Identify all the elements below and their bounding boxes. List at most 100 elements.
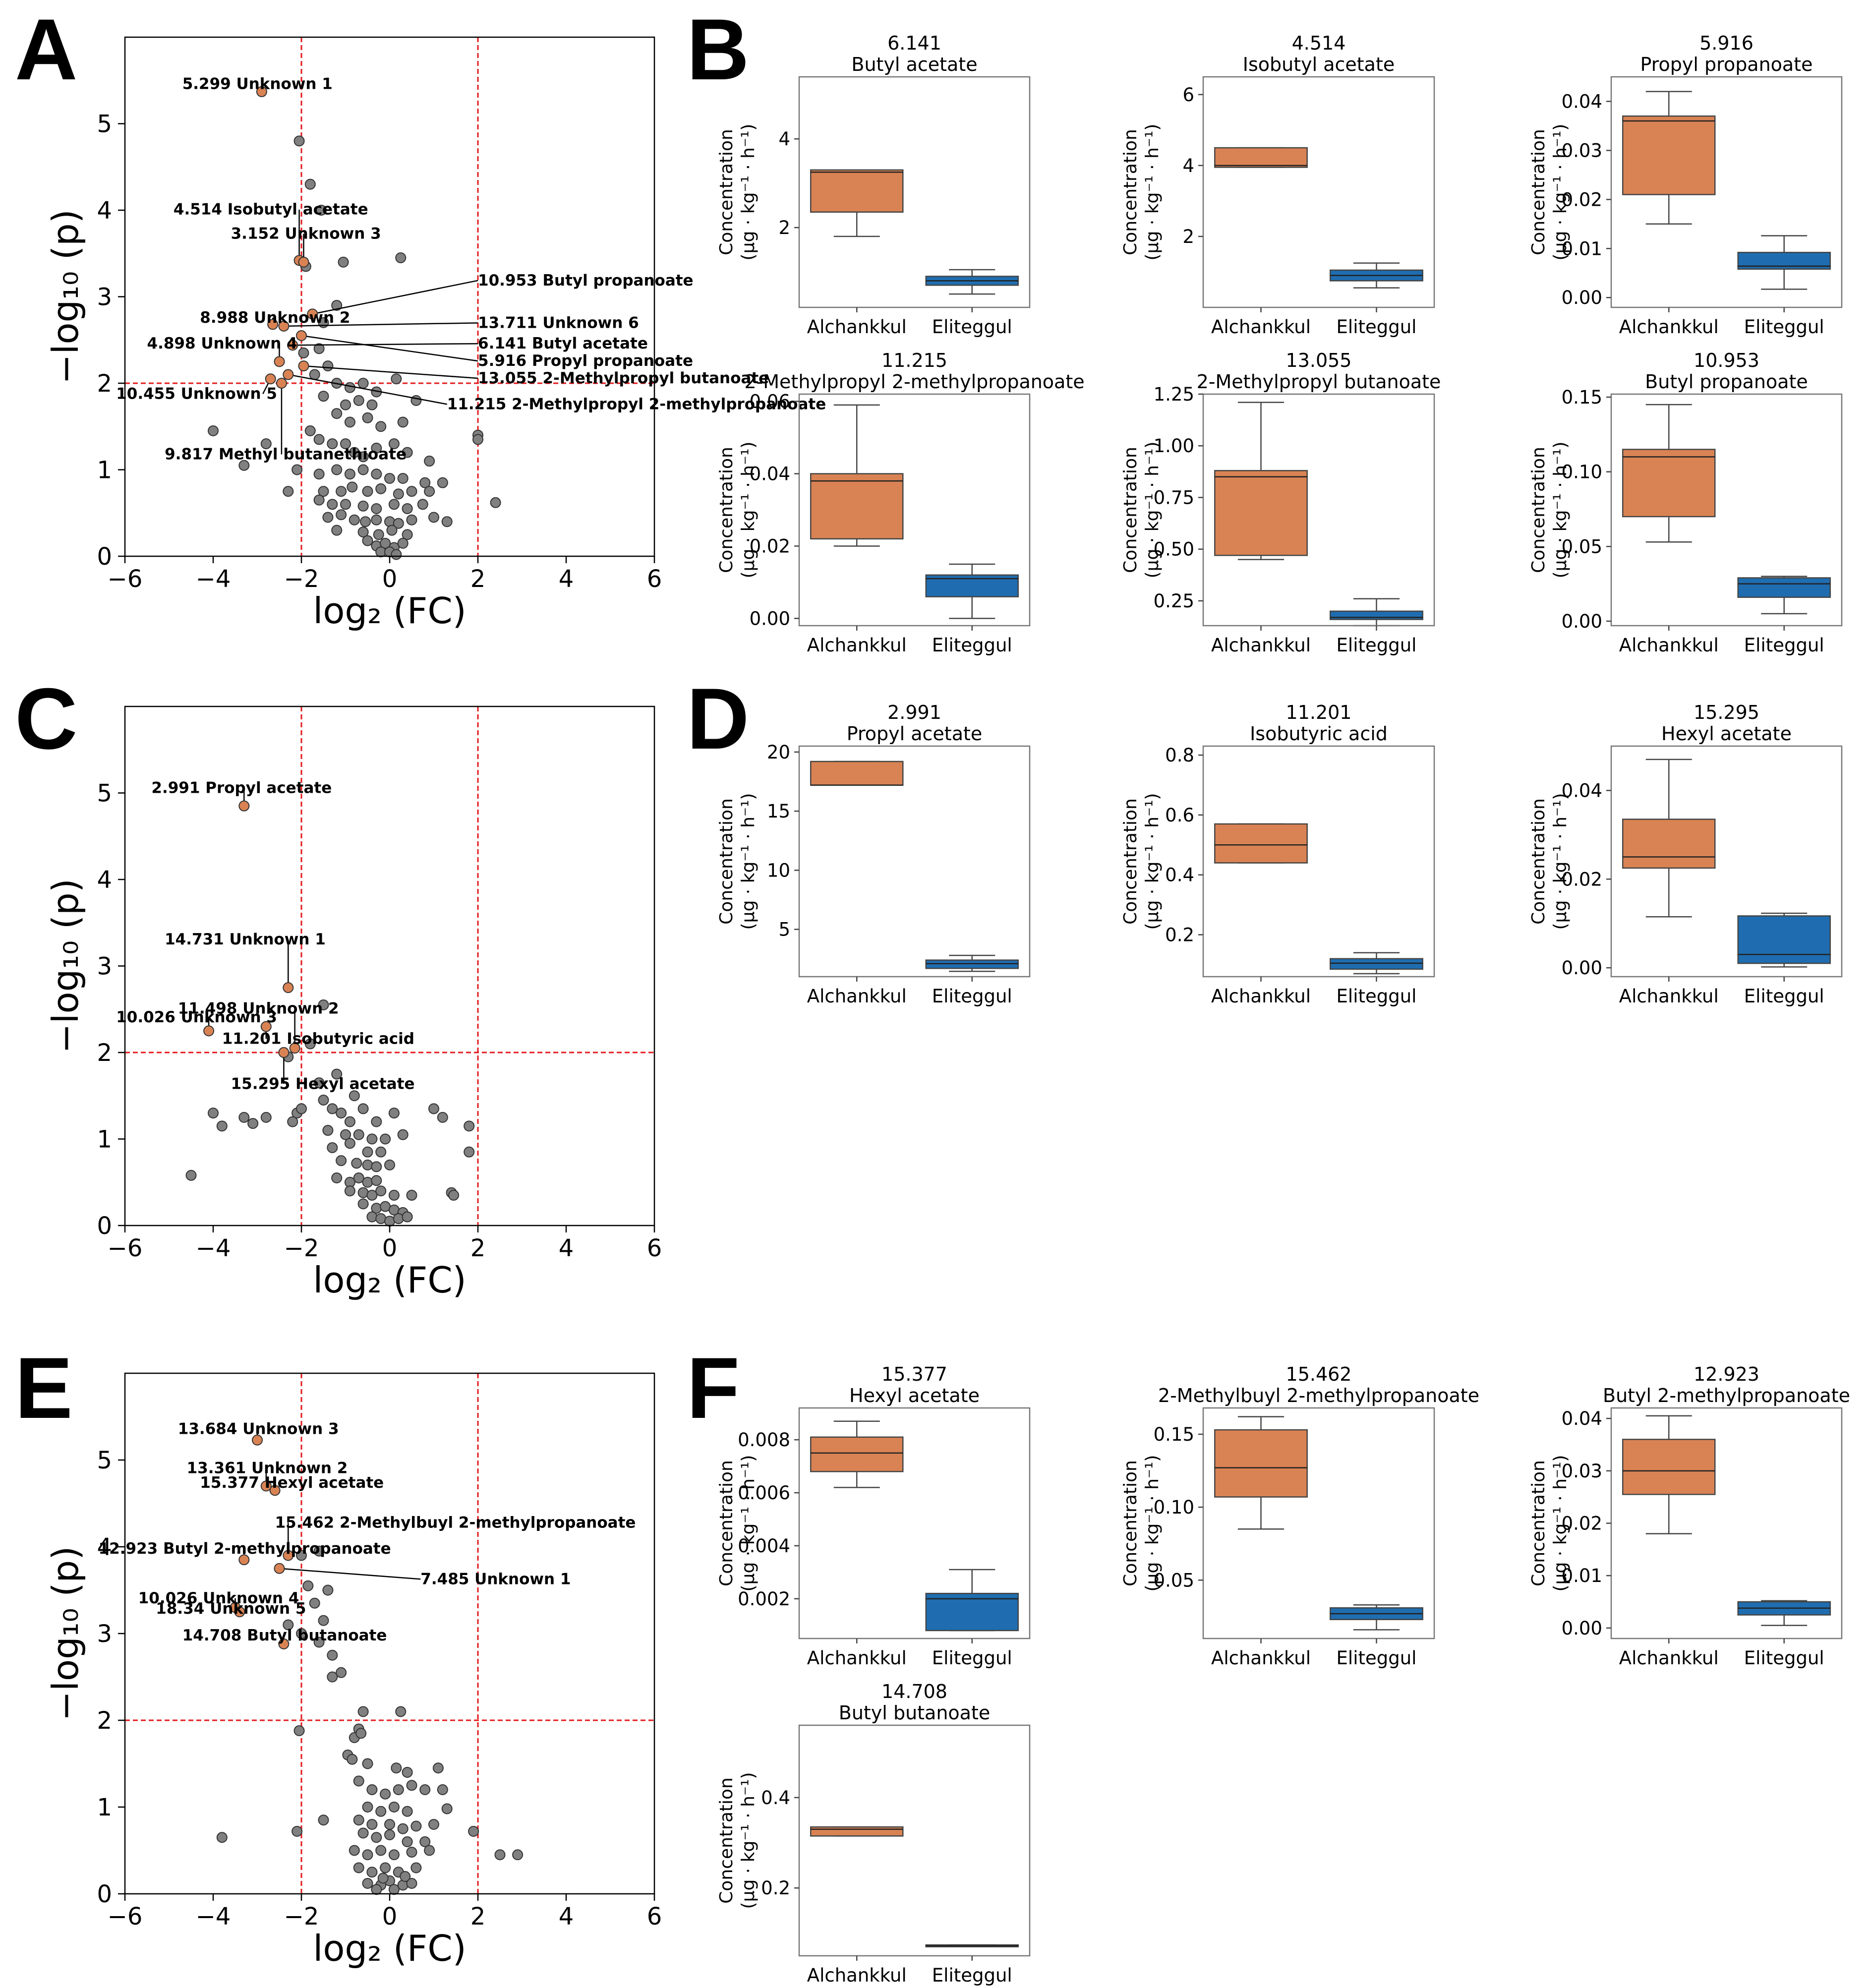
data-point: [437, 1111, 448, 1123]
data-point: [357, 1198, 369, 1210]
box-eliteggul: [1330, 958, 1423, 970]
x-tick-label: −2: [284, 565, 319, 593]
data-point: [340, 399, 351, 410]
subplot-title: Butyl 2-methylpropanoate: [1603, 1385, 1850, 1406]
data-point: [247, 1118, 259, 1129]
y-tick-label: 4: [97, 866, 112, 894]
box-alchankkul: [1214, 147, 1308, 168]
subplot-retention-time: 11.201: [1286, 702, 1352, 723]
data-point: [296, 1550, 307, 1561]
data-point: [402, 1806, 413, 1817]
point-annotation: 15.295 Hexyl acetate: [231, 1075, 415, 1093]
y-tick-label: 4: [778, 128, 790, 150]
point-annotation: 11.201 Isobutyric acid: [222, 1030, 414, 1048]
data-point: [322, 1125, 334, 1136]
data-point: [208, 1108, 219, 1119]
x-tick-label: 6: [647, 1234, 662, 1262]
data-point: [185, 1169, 197, 1181]
highlighted-point: [260, 1480, 272, 1492]
y-tick-label: 0.75: [1154, 487, 1194, 508]
y-tick-label: 0.00: [1562, 957, 1602, 979]
data-point: [437, 1784, 448, 1795]
data-point: [344, 1116, 355, 1127]
data-point: [313, 1545, 325, 1557]
y-tick-label: 0.25: [1154, 590, 1194, 612]
point-annotation: 13.684 Unknown 3: [178, 1420, 339, 1438]
highlighted-point: [296, 330, 307, 342]
point-annotation: 13.361 Unknown 2: [187, 1459, 348, 1477]
annotation-leader-line: [301, 335, 478, 362]
data-point: [393, 488, 404, 500]
box-eliteggul: [1737, 915, 1831, 964]
data-point: [386, 525, 398, 536]
data-point: [313, 434, 325, 445]
data-point: [304, 425, 316, 436]
data-point: [298, 347, 309, 358]
point-annotation: 6.141 Butyl acetate: [478, 335, 648, 352]
y-axis-label-line-1: Concentration: [716, 1460, 737, 1586]
data-point: [375, 421, 387, 432]
data-point: [419, 1836, 431, 1847]
annotation-leader-line: [279, 1568, 421, 1580]
y-tick-label: 0.8: [1165, 745, 1194, 766]
data-point: [380, 1788, 391, 1800]
subplot-title: Isobutyric acid: [1250, 723, 1388, 745]
data-point: [377, 1872, 389, 1884]
subplot-retention-time: 6.141: [887, 32, 941, 54]
data-point: [347, 1754, 358, 1765]
y-axis-label: Concentration (μg · kg⁻¹ · h⁻¹): [1120, 124, 1163, 261]
data-point: [375, 1806, 387, 1817]
subplot-title: 2-Methylbuyl 2-methylpropanoate: [1158, 1385, 1479, 1406]
point-annotation: 3.152 Unknown 3: [231, 225, 381, 243]
data-point: [410, 1820, 422, 1832]
y-tick-label: 0.10: [1562, 462, 1602, 483]
point-annotation: 15.462 2-Methylbuyl 2-methylpropanoate: [275, 1514, 636, 1532]
x-tick-label: −4: [196, 1903, 231, 1930]
y-tick-label: 0.4: [761, 1787, 790, 1809]
group-label: Eliteggul: [1744, 1647, 1824, 1669]
data-point: [441, 516, 453, 527]
data-point: [338, 256, 349, 268]
data-point: [362, 412, 373, 423]
subplot-frame: [798, 393, 1031, 627]
subplot-title: 2-Methylpropyl 2-methylpropanoate: [744, 371, 1084, 393]
x-tick-label: −6: [108, 1234, 143, 1262]
y-axis-label: −log₁₀ (p): [45, 878, 86, 1053]
y-axis-label-line-2: (μg · kg⁻¹ · h⁻¹): [1142, 442, 1163, 579]
subplot-frame: [1202, 745, 1435, 978]
annotation-leader-line: [288, 374, 447, 405]
data-point: [448, 1189, 460, 1201]
data-point: [327, 1649, 338, 1661]
data-point: [472, 434, 483, 445]
annotation-leader-line: [303, 365, 478, 379]
y-tick-label: 6: [1182, 84, 1194, 106]
data-point: [331, 1172, 343, 1184]
data-point: [388, 1108, 400, 1119]
highlighted-point: [256, 86, 267, 97]
box-alchankkul: [1214, 823, 1308, 864]
data-point: [336, 1667, 347, 1678]
x-tick-label: −4: [196, 1234, 231, 1262]
subplot-title: Hexyl acetate: [849, 1385, 980, 1406]
group-label: Eliteggul: [932, 986, 1012, 1007]
data-point: [327, 1103, 338, 1114]
point-annotation: 15.377 Hexyl acetate: [200, 1474, 384, 1492]
data-point: [428, 512, 439, 523]
group-label: Eliteggul: [1337, 316, 1417, 338]
data-point: [340, 499, 351, 510]
highlighted-point: [283, 1550, 294, 1561]
data-point: [375, 483, 387, 494]
y-axis-label: Concentration (μg · kg⁻¹ · h⁻¹): [716, 793, 759, 930]
data-point: [357, 464, 369, 475]
box-eliteggul: [1737, 577, 1831, 598]
x-tick-label: 4: [559, 1903, 574, 1930]
data-point: [313, 343, 325, 354]
data-point: [318, 1615, 329, 1626]
highlighted-point: [252, 1434, 263, 1446]
data-point: [296, 1103, 307, 1114]
panel-label-d: D: [687, 671, 749, 767]
data-point: [353, 1129, 364, 1140]
highlighted-point: [298, 360, 309, 372]
